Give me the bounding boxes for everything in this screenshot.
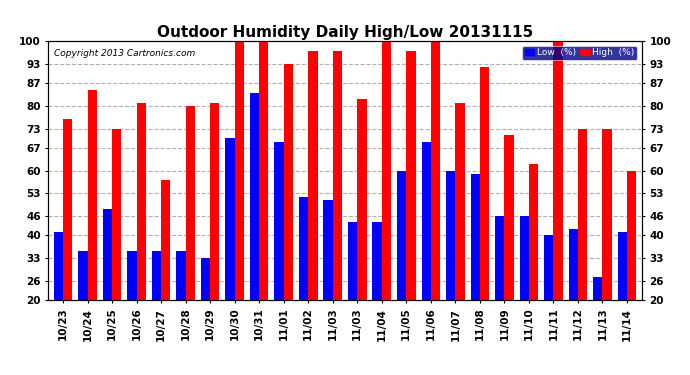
Bar <box>553 41 563 364</box>
Bar <box>602 129 612 364</box>
Bar <box>161 180 170 364</box>
Bar <box>544 236 553 364</box>
Bar <box>210 103 219 364</box>
Bar <box>446 171 455 364</box>
Bar <box>627 171 636 364</box>
Bar <box>569 229 578 364</box>
Bar <box>578 129 587 364</box>
Bar <box>63 119 72 364</box>
Bar <box>103 209 112 364</box>
Bar <box>471 174 480 364</box>
Bar <box>226 138 235 364</box>
Legend: Low  (%), High  (%): Low (%), High (%) <box>522 46 637 60</box>
Bar <box>373 222 382 364</box>
Bar <box>88 90 97 364</box>
Bar <box>299 196 308 364</box>
Bar <box>348 222 357 364</box>
Bar <box>495 216 504 364</box>
Bar <box>520 216 529 364</box>
Title: Outdoor Humidity Daily High/Low 20131115: Outdoor Humidity Daily High/Low 20131115 <box>157 25 533 40</box>
Bar <box>431 41 440 364</box>
Bar <box>177 252 186 364</box>
Bar <box>422 141 431 364</box>
Bar <box>78 252 88 364</box>
Bar <box>455 103 464 364</box>
Bar <box>480 67 489 364</box>
Text: Copyright 2013 Cartronics.com: Copyright 2013 Cartronics.com <box>55 49 195 58</box>
Bar <box>324 200 333 364</box>
Bar <box>618 232 627 364</box>
Bar <box>152 252 161 364</box>
Bar <box>112 129 121 364</box>
Bar <box>250 93 259 364</box>
Bar <box>529 164 538 364</box>
Bar <box>333 51 342 364</box>
Bar <box>127 252 137 364</box>
Bar <box>235 41 244 364</box>
Bar <box>308 51 317 364</box>
Bar <box>397 171 406 364</box>
Bar <box>357 99 366 364</box>
Bar <box>275 141 284 364</box>
Bar <box>54 232 63 364</box>
Bar <box>201 258 210 364</box>
Bar <box>284 64 293 364</box>
Bar <box>593 278 602 364</box>
Bar <box>504 135 513 364</box>
Bar <box>186 106 195 364</box>
Bar <box>382 41 391 364</box>
Bar <box>137 103 146 364</box>
Bar <box>259 41 268 364</box>
Bar <box>406 51 415 364</box>
